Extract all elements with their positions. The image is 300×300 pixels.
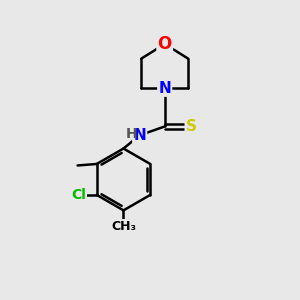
Text: H: H (126, 127, 137, 141)
Text: S: S (186, 119, 197, 134)
Text: Cl: Cl (71, 188, 86, 202)
Text: O: O (158, 35, 172, 53)
Text: N: N (158, 81, 171, 96)
Text: CH₃: CH₃ (111, 220, 136, 233)
Text: N: N (133, 128, 146, 143)
